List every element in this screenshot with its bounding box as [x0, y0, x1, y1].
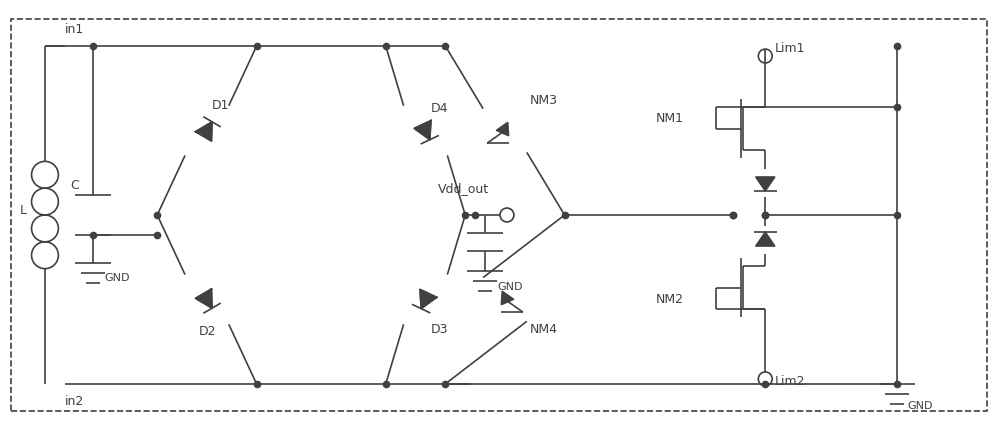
Polygon shape	[496, 122, 509, 136]
Text: GND: GND	[105, 273, 130, 283]
Text: D3: D3	[430, 323, 448, 336]
Text: NM4: NM4	[530, 323, 558, 336]
Text: D2: D2	[199, 325, 216, 338]
Text: D1: D1	[212, 99, 229, 112]
Text: C: C	[70, 179, 79, 192]
Polygon shape	[195, 289, 212, 308]
Polygon shape	[501, 291, 514, 305]
Text: Lim2: Lim2	[775, 375, 806, 388]
Text: NM3: NM3	[530, 94, 558, 107]
Polygon shape	[414, 120, 431, 140]
Text: Vdd_out: Vdd_out	[437, 181, 489, 195]
Text: Lim1: Lim1	[775, 42, 806, 55]
Polygon shape	[420, 289, 437, 309]
Text: GND: GND	[497, 282, 523, 292]
Text: L: L	[20, 203, 27, 217]
Text: in2: in2	[65, 395, 84, 408]
Polygon shape	[756, 232, 775, 246]
Text: GND: GND	[907, 401, 933, 411]
Polygon shape	[756, 177, 775, 191]
Text: NM1: NM1	[656, 112, 684, 125]
Text: NM2: NM2	[656, 293, 684, 306]
Polygon shape	[195, 122, 212, 141]
Text: D4: D4	[430, 102, 448, 115]
Text: in1: in1	[65, 23, 84, 36]
